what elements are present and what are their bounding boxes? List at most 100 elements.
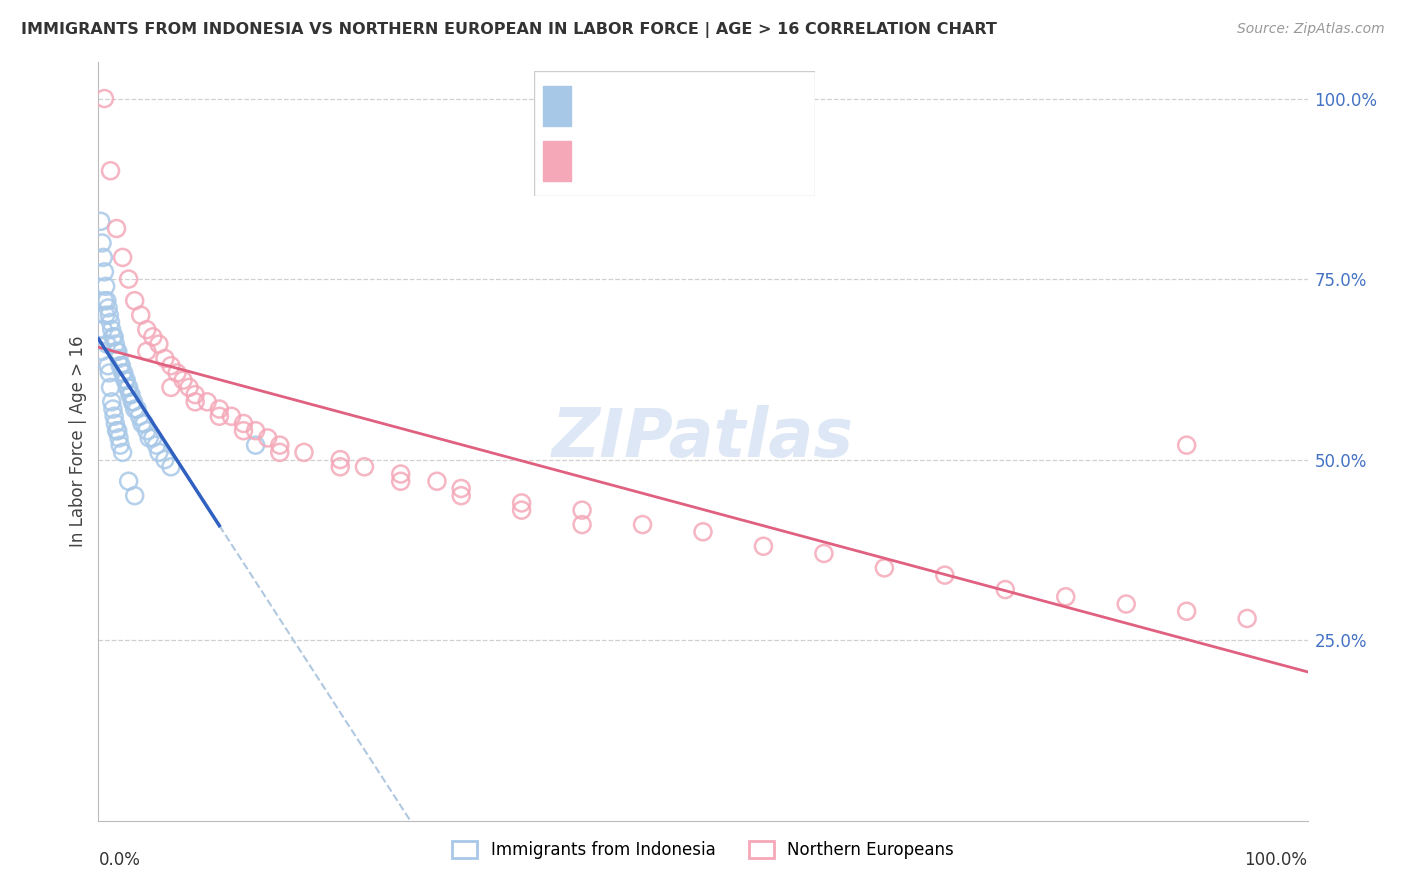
Point [105, 344, 128, 359]
Point [329, 459, 352, 474]
Point [353, 459, 375, 474]
Point [97, 301, 120, 315]
Point [111, 445, 134, 459]
Point [107, 424, 129, 438]
Point [245, 438, 267, 452]
Point [117, 380, 139, 394]
Point [245, 424, 267, 438]
Point [118, 387, 141, 401]
Point [269, 445, 291, 459]
Point [107, 344, 129, 359]
Point [135, 344, 157, 359]
Point [122, 394, 145, 409]
Text: ZIPatlas: ZIPatlas [553, 405, 853, 471]
Point [96, 337, 118, 351]
Bar [543, 87, 571, 127]
Point [426, 475, 449, 489]
Point [184, 387, 207, 401]
Point [98, 308, 121, 322]
Point [108, 351, 131, 366]
Point [98, 366, 121, 380]
Text: 54: 54 [751, 151, 773, 169]
Point [195, 394, 218, 409]
Point [110, 359, 132, 373]
Point [934, 568, 956, 582]
Point [1236, 611, 1258, 625]
Point [100, 394, 122, 409]
Point [124, 402, 146, 417]
Point [121, 394, 143, 409]
Point [1175, 438, 1198, 452]
Point [752, 539, 775, 553]
Point [127, 402, 149, 417]
Point [172, 373, 194, 387]
Text: N =: N = [709, 151, 745, 169]
Point [994, 582, 1017, 597]
Point [269, 438, 291, 452]
Point [124, 293, 146, 308]
Text: R =: R = [582, 151, 623, 169]
Point [208, 402, 231, 417]
Point [148, 445, 170, 459]
Point [292, 445, 315, 459]
Point [101, 402, 124, 417]
Point [131, 417, 153, 431]
Point [450, 482, 472, 496]
Point [142, 330, 165, 344]
Point [184, 394, 207, 409]
Point [93, 91, 115, 105]
Point [120, 387, 142, 401]
Point [91, 235, 114, 250]
Point [135, 323, 157, 337]
Point [101, 330, 124, 344]
Point [103, 409, 125, 424]
Point [111, 251, 134, 265]
Point [179, 380, 201, 394]
Text: 0.0%: 0.0% [98, 851, 141, 869]
Point [90, 214, 112, 228]
Point [135, 424, 157, 438]
Point [153, 351, 176, 366]
Text: 59: 59 [751, 96, 773, 114]
Point [100, 163, 122, 178]
Point [221, 409, 243, 424]
Point [148, 337, 170, 351]
Point [104, 417, 127, 431]
Point [108, 431, 131, 445]
Point [873, 561, 896, 575]
Point [94, 308, 117, 322]
Text: IMMIGRANTS FROM INDONESIA VS NORTHERN EUROPEAN IN LABOR FORCE | AGE > 16 CORRELA: IMMIGRANTS FROM INDONESIA VS NORTHERN EU… [21, 22, 997, 38]
Point [118, 272, 141, 286]
Text: R =: R = [582, 96, 619, 114]
Point [450, 489, 472, 503]
Point [114, 373, 136, 387]
Point [134, 417, 156, 431]
Point [1175, 604, 1198, 618]
Point [105, 424, 128, 438]
Point [138, 431, 160, 445]
Point [104, 337, 127, 351]
Text: 0.061: 0.061 [630, 151, 682, 169]
Text: -0.471: -0.471 [630, 96, 689, 114]
Point [1054, 590, 1077, 604]
Text: Source: ZipAtlas.com: Source: ZipAtlas.com [1237, 22, 1385, 37]
Point [160, 459, 183, 474]
Point [232, 424, 254, 438]
Point [1115, 597, 1137, 611]
Point [91, 344, 114, 359]
Bar [543, 141, 571, 181]
Point [91, 323, 114, 337]
Point [118, 380, 141, 394]
Point [510, 503, 533, 517]
Point [96, 293, 118, 308]
Point [153, 452, 176, 467]
Point [94, 279, 117, 293]
Point [108, 359, 131, 373]
Point [118, 475, 141, 489]
Point [97, 359, 120, 373]
Point [389, 475, 412, 489]
Point [510, 496, 533, 510]
Point [124, 489, 146, 503]
Point [91, 251, 114, 265]
Point [160, 380, 183, 394]
